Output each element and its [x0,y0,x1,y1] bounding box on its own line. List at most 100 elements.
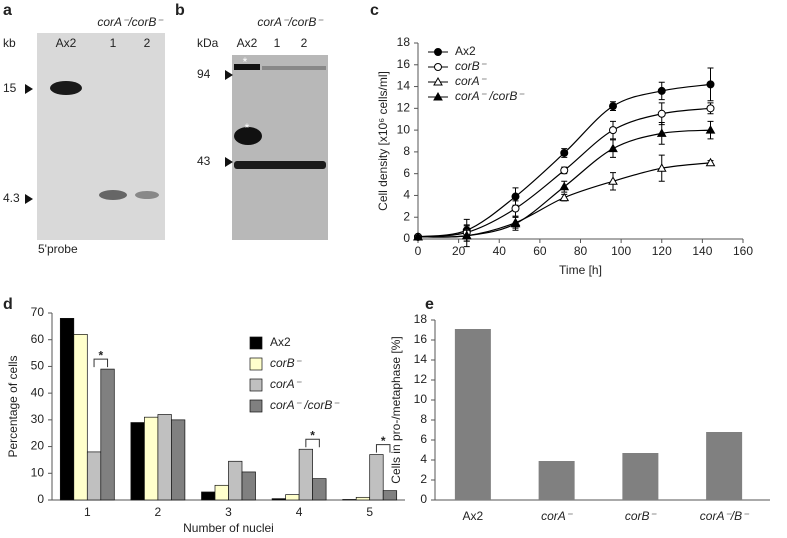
bar [622,453,659,500]
band [234,127,262,145]
bar [130,422,145,501]
marker [511,192,520,201]
unit: kDa [197,36,219,50]
marker [657,109,666,118]
arrow [225,70,233,167]
marker [559,192,570,202]
significance: * [98,348,103,362]
y-tick-label: 12 [414,372,428,386]
bar [285,494,300,501]
size-marker: 15 [3,81,17,95]
lane: 2 [144,36,151,50]
y-tick-label: 8 [403,144,410,158]
lane: Ax2 [237,36,258,50]
marker [705,157,716,167]
marker [461,230,472,240]
legend-label: corA⁻ [270,377,303,391]
x-tick-label: 100 [611,244,631,258]
legend-label: Ax2 [455,44,476,58]
y-tick-label: 70 [31,305,45,319]
legend-label: corB⁻ [270,356,303,370]
marker [511,204,520,213]
marker [657,86,666,95]
bar [201,491,216,501]
legend-marker [434,48,442,56]
legend-marker [434,63,442,71]
bar [271,498,286,501]
x-tick-label: 0 [415,244,422,258]
y-tick-label: 12 [397,101,411,115]
panel-label: c [370,2,379,19]
arrow [25,84,33,204]
y-tick-label: 50 [31,359,45,373]
line [417,83,711,238]
probe: 5'probe [38,242,78,256]
x-tick-label: 4 [296,505,303,519]
band [50,81,82,95]
x-tick-label: 120 [652,244,672,258]
bar [382,490,398,501]
marker [656,128,667,137]
x-tick-label: 3 [225,505,232,519]
band [99,190,127,200]
y-tick-label: 20 [31,439,45,453]
significance-bracket [93,358,109,368]
x-axis-label: Number of nuclei [183,521,274,535]
bar [298,448,313,501]
bar [86,451,102,501]
legend-label: corA⁻ [455,74,488,88]
panel-label: d [3,296,13,313]
band [234,64,260,70]
marker [705,125,716,134]
significance-bracket [375,444,391,453]
significance-bracket [305,438,320,448]
legend-label: corB⁻ [455,59,488,73]
bar [214,484,229,501]
y-tick-label: 40 [31,385,45,399]
x-axis-label: Time [h] [559,263,602,277]
bar [100,368,115,501]
blot-a [37,33,165,240]
y-tick-label: 30 [31,412,45,426]
x-tick-label: 40 [493,244,507,258]
y-tick-label: 4 [420,452,427,466]
lane: Ax2 [56,36,77,50]
bar [171,419,186,501]
bar [369,454,384,501]
bar [454,329,491,500]
bar [144,416,159,501]
bar [538,461,575,500]
legend-marker [433,91,443,101]
marker [560,148,569,157]
band [234,161,326,169]
legend-label: corA⁻ /corB⁻ [455,89,525,103]
legend-swatch [249,378,263,392]
y-axis-label: Percentage of cells [6,355,20,457]
bar [312,478,327,501]
band [262,66,326,70]
marker [608,143,618,153]
bar [342,499,357,501]
size-marker: 94 [197,67,211,81]
marker [560,166,569,175]
x-tick-label: 20 [452,244,466,258]
blot-b [232,55,328,240]
panel-label: a [3,2,12,19]
y-tick-label: 4 [403,188,410,202]
bar [73,334,88,501]
marker [706,104,715,113]
bar [157,414,172,501]
y-tick-label: 18 [397,35,411,49]
significance: * [310,428,315,442]
y-tick-label: 16 [397,57,411,71]
bar [59,317,75,501]
group: corA⁻/corB⁻ [97,15,164,29]
y-tick-label: 6 [403,166,410,180]
x-tick-label: corA⁻/B⁻ [700,509,750,523]
y-tick-label: 0 [37,492,44,506]
unit: kb [3,36,16,50]
panel-label: b [175,2,185,19]
y-axis-label: Cells in pro-/metaphase [%] [389,336,403,483]
legend-marker [433,76,443,86]
